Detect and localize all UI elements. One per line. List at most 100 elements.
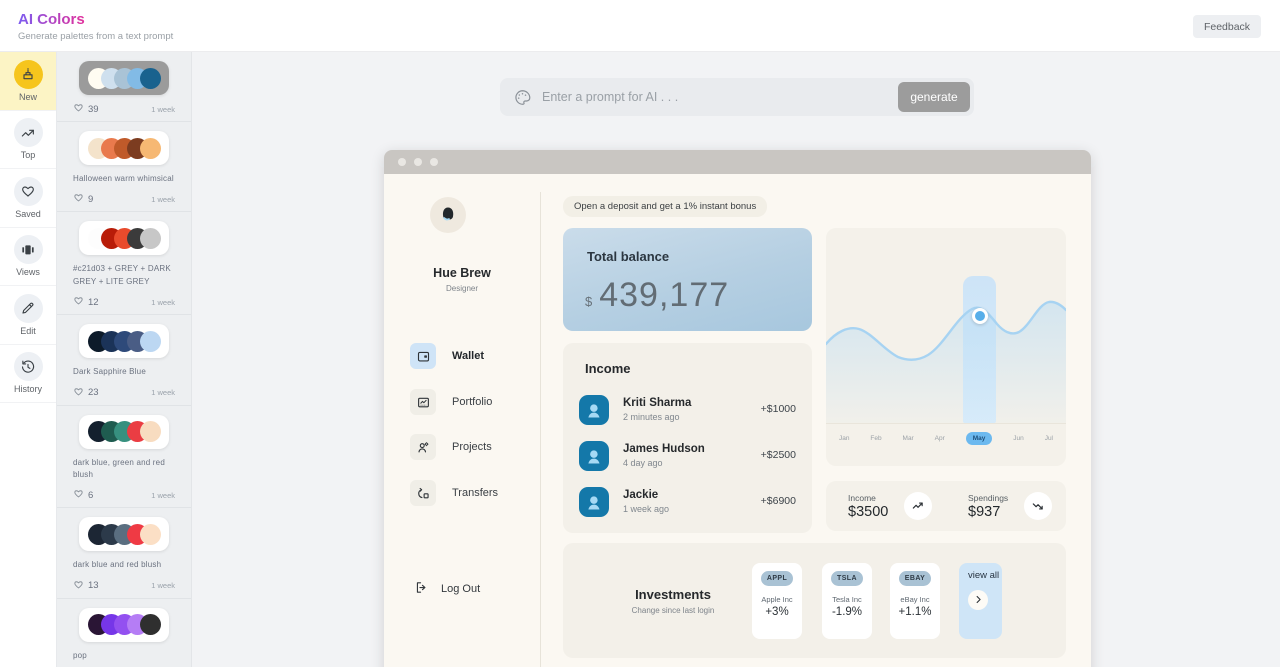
chevron-right-icon[interactable]	[968, 589, 988, 610]
generate-button[interactable]: generate	[898, 82, 970, 112]
heart-icon	[73, 102, 84, 116]
nav-item-wallet[interactable]: Wallet	[410, 343, 484, 369]
chart-card: Jan Feb Mar Apr May Jun Jul	[826, 228, 1066, 466]
sidebar-item-label: Edit	[20, 325, 36, 336]
month-label-jun[interactable]: Jun	[1013, 435, 1024, 442]
sidebar-item-top[interactable]: Top	[0, 110, 56, 169]
nav-item-transfers[interactable]: Transfers	[410, 480, 498, 506]
like-button[interactable]: 12	[73, 295, 99, 309]
stock-company: Tesla Inc	[832, 595, 862, 604]
like-count: 6	[88, 489, 94, 501]
palette-meta: 6 1 week	[73, 488, 175, 502]
palette-list[interactable]: 39 1 week Halloween warm whimsical 9 1 week #…	[57, 52, 192, 667]
palette-swatch[interactable]	[79, 324, 169, 359]
stock-card-appl[interactable]: APPL Apple Inc +3%	[752, 563, 802, 639]
palette-item[interactable]: pop	[57, 599, 191, 667]
dashboard: Hue Brew Designer Wallet Portfolio Project…	[384, 174, 1091, 667]
stat-label: Income	[848, 492, 876, 503]
divider	[540, 192, 541, 667]
month-label-mar[interactable]: Mar	[902, 435, 914, 442]
person-icon	[579, 487, 609, 517]
prompt-input[interactable]	[542, 90, 898, 104]
palette-item[interactable]: 39 1 week	[57, 52, 191, 122]
nav-item-projects[interactable]: Projects	[410, 434, 492, 460]
income-row[interactable]: Kriti Sharma 2 minutes ago +$1000	[579, 395, 796, 431]
like-count: 12	[88, 296, 99, 308]
income-row[interactable]: James Hudson 4 day ago +$2500	[579, 441, 796, 477]
palette-item[interactable]: #c21d03 + GREY + DARK GREY + LITE GREY 12…	[57, 212, 191, 316]
window-titlebar[interactable]	[384, 150, 1091, 174]
palette-swatch[interactable]	[79, 131, 169, 165]
color-dot	[139, 421, 161, 443]
app-subtitle: Generate palettes from a text prompt	[18, 31, 174, 42]
month-label-feb[interactable]: Feb	[870, 435, 882, 442]
palette-item[interactable]: Halloween warm whimsical 9 1 week	[57, 122, 191, 213]
window-dot	[414, 158, 422, 166]
sidebar-item-history[interactable]: History	[0, 344, 56, 403]
stock-company: eBay Inc	[900, 595, 930, 604]
income-name: Jackie	[623, 489, 659, 501]
palette-item[interactable]: dark blue and red blush 13 1 week	[57, 508, 191, 599]
profile-role: Designer	[445, 284, 478, 293]
color-dot	[139, 330, 161, 352]
currency-symbol: $	[585, 294, 593, 309]
like-button[interactable]: 6	[73, 488, 93, 502]
chart-marker[interactable]	[972, 308, 988, 324]
stat-label: Spendings	[968, 492, 1009, 503]
sidebar-item-views[interactable]: Views	[0, 227, 56, 286]
stock-ticker: TSLA	[831, 571, 863, 586]
portfolio-icon	[410, 389, 436, 415]
nav-label: Projects	[452, 441, 492, 453]
browser-mockup-window: Hue Brew Designer Wallet Portfolio Project…	[384, 150, 1091, 667]
investments-title: Investments	[635, 586, 711, 602]
palette-meta: 23 1 week	[73, 386, 175, 400]
sidebar-item-label: History	[13, 384, 42, 395]
like-count: 23	[88, 387, 99, 399]
month-label-apr[interactable]: Apr	[934, 435, 945, 442]
sidebar-item-saved[interactable]: Saved	[0, 169, 56, 228]
sidebar-item-edit[interactable]: Edit	[0, 286, 56, 345]
heart-icon	[73, 386, 84, 400]
window-dot	[430, 158, 438, 166]
logout-icon	[414, 580, 429, 598]
feedback-button[interactable]: Feedback	[1193, 15, 1261, 38]
palette-title: Dark Sapphire Blue	[73, 367, 146, 377]
palette-icon	[513, 88, 532, 107]
income-row[interactable]: Jackie 1 week ago +$6900	[579, 487, 796, 523]
palette-swatch[interactable]	[79, 517, 169, 552]
palette-swatch[interactable]	[79, 221, 169, 256]
like-button[interactable]: 13	[73, 579, 99, 593]
month-label-jul[interactable]: Jul	[1044, 435, 1053, 442]
palette-item[interactable]: dark blue, green and red blush 6 1 week	[57, 406, 191, 509]
like-button[interactable]: 23	[73, 386, 99, 400]
month-label-jan[interactable]: Jan	[839, 435, 850, 442]
palette-swatch[interactable]	[79, 607, 169, 642]
income-panel: Income Kriti Sharma 2 minutes ago +$1000 Ja…	[563, 343, 812, 533]
palette-swatch[interactable]	[79, 414, 169, 449]
promo-banner: Open a deposit and get a 1% instant bonu…	[563, 196, 768, 217]
palette-title: dark blue, green and red blush	[73, 457, 165, 479]
palette-item[interactable]: Dark Sapphire Blue 23 1 week	[57, 315, 191, 406]
prompt-bar: generate	[500, 78, 974, 116]
nav-item-portfolio[interactable]: Portfolio	[410, 389, 492, 415]
stat-income: Income $3500	[826, 481, 946, 531]
sidebar-item-new[interactable]: New	[0, 52, 56, 111]
palette-age: 1 week	[151, 388, 175, 398]
palette-title: pop	[73, 650, 87, 660]
main-area: generate Hue Brew Designer Wallet Portfol…	[192, 52, 1280, 667]
like-count: 13	[88, 580, 99, 592]
palette-age: 1 week	[151, 194, 175, 204]
like-button[interactable]: 9	[73, 192, 93, 206]
stock-card-tsla[interactable]: TSLA Tesla Inc -1.9%	[822, 563, 872, 639]
stock-card-ebay[interactable]: EBAY eBay Inc +1.1%	[890, 563, 940, 639]
like-button[interactable]: 39	[73, 102, 99, 116]
view-all-card[interactable]: view all	[959, 563, 1002, 639]
logout-button[interactable]: Log Out	[414, 580, 480, 598]
income-name: Kriti Sharma	[623, 397, 692, 409]
income-title: Income	[585, 361, 631, 376]
palette-swatch[interactable]	[79, 61, 169, 95]
history-icon	[13, 352, 43, 382]
nav-label: Transfers	[452, 487, 499, 499]
avatar[interactable]	[430, 197, 466, 233]
month-label-may[interactable]: May	[965, 432, 993, 445]
